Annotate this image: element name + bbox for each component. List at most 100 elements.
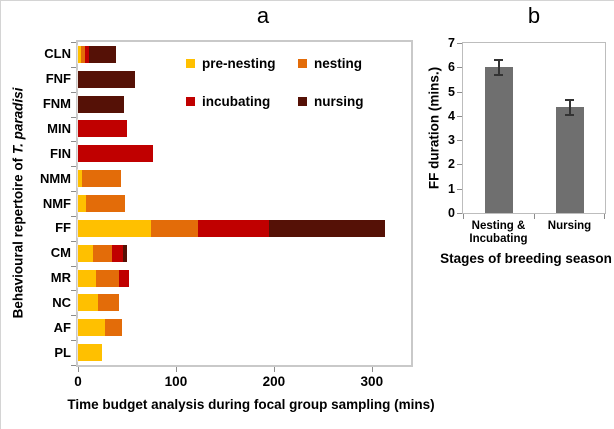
bar-segment-nesting — [80, 45, 85, 63]
legend-label: incubating — [202, 94, 271, 109]
x-axis-tick — [371, 367, 373, 372]
legend-swatch-nesting — [298, 59, 307, 68]
y-axis-tick — [457, 67, 462, 69]
x-tick-label: 100 — [164, 374, 188, 389]
x-axis-tick — [78, 367, 79, 372]
bar-segment-pre-nesting — [78, 294, 98, 312]
bar-segment-nesting — [151, 219, 199, 237]
bar-segment-nesting — [81, 170, 122, 188]
category-label: CLN — [44, 46, 71, 62]
bar-segment-nursing — [268, 219, 385, 237]
category-label: FNM — [42, 96, 71, 112]
bar-segment-nesting — [105, 319, 123, 337]
bar-segment-incubating — [112, 244, 124, 262]
y-tick-label: 6 — [448, 60, 455, 75]
bar-segment-incubating — [84, 45, 89, 63]
bar-segment-nesting — [95, 269, 120, 287]
bar-segment-pre-nesting — [78, 319, 106, 337]
y-tick-label: 3 — [448, 133, 455, 148]
bar-segment-nursing — [78, 95, 125, 113]
y-tick-label: 1 — [448, 181, 455, 196]
bar-segment-incubating — [198, 219, 269, 237]
y-axis-tick — [457, 115, 462, 117]
bar-segment-pre-nesting — [78, 269, 96, 287]
category-label: MIN — [47, 120, 71, 136]
y-tick-label: 7 — [448, 36, 455, 50]
y-axis-tick — [71, 315, 76, 317]
error-bar — [497, 60, 500, 75]
category-label: Nursing — [547, 220, 592, 232]
legend-item-pre-nesting: pre-nesting — [186, 56, 298, 71]
bar-segment-nesting — [92, 244, 113, 262]
y-axis-tick — [71, 91, 76, 93]
error-bar — [568, 100, 571, 115]
category-label: Nesting & Incubating — [469, 220, 528, 245]
panel-a-x-axis-title: Time budget analysis during focal group … — [67, 397, 435, 412]
y-axis-tick — [71, 191, 76, 193]
legend-item-incubating: incubating — [186, 94, 298, 109]
y-axis-tick — [457, 188, 462, 190]
y-tick-label: 0 — [448, 206, 455, 220]
category-label: CM — [50, 245, 71, 261]
legend-label: nesting — [314, 56, 363, 71]
y-axis-tick — [71, 340, 76, 342]
x-axis-tick — [604, 214, 605, 219]
bar-segment-pre-nesting — [78, 45, 81, 63]
category-label: NMF — [42, 195, 71, 211]
bar-segment-incubating — [119, 269, 129, 287]
panel-a-plot-area — [76, 40, 413, 367]
y-axis-tick — [71, 290, 76, 292]
category-label: AF — [53, 319, 71, 335]
error-bar-cap — [494, 73, 503, 76]
error-bar-cap — [494, 59, 503, 61]
legend-swatch-pre-nesting — [186, 59, 195, 68]
x-tick-label: 200 — [262, 374, 286, 389]
y-axis-tick — [71, 166, 76, 168]
y-axis-tick — [71, 365, 76, 366]
x-axis-tick — [273, 367, 275, 372]
bar-segment-nesting — [97, 294, 120, 312]
category-label: NC — [52, 294, 71, 310]
category-label: MR — [50, 270, 71, 286]
x-axis-tick — [175, 367, 177, 372]
bar-segment-pre-nesting — [78, 244, 93, 262]
y-axis-tick — [457, 164, 462, 166]
panel-b-title: b — [527, 3, 541, 28]
category-label: FF — [55, 220, 71, 236]
bar-segment-pre-nesting — [78, 195, 86, 212]
panel-a-title: a — [256, 3, 270, 28]
y-axis-tick — [457, 43, 462, 44]
bar-segment-incubating — [78, 120, 127, 138]
legend-label: nursing — [314, 94, 364, 109]
bar-nursing — [555, 107, 584, 213]
x-axis-tick — [463, 214, 464, 219]
y-axis-tick — [71, 265, 76, 267]
legend-item-nursing: nursing — [298, 94, 364, 109]
legend-item-nesting: nesting — [298, 56, 364, 71]
bar-segment-pre-nesting — [78, 344, 103, 362]
y-axis-tick — [457, 213, 462, 214]
bar-segment-nesting — [85, 195, 125, 212]
x-tick-label: 0 — [74, 374, 82, 389]
x-tick-label: 300 — [360, 374, 384, 389]
y-axis-tick — [71, 42, 76, 43]
y-tick-label: 5 — [448, 84, 455, 99]
legend-label: pre-nesting — [202, 56, 276, 71]
legend-swatch-incubating — [186, 97, 195, 106]
category-label: PL — [54, 344, 71, 360]
y-axis-tick — [457, 140, 462, 142]
category-label: FNF — [45, 71, 71, 87]
y-axis-tick — [71, 240, 76, 242]
legend: pre-nesting nesting incubating nursing — [186, 56, 364, 109]
error-bar-cap — [565, 113, 574, 116]
bar-segment-incubating — [78, 145, 154, 163]
bar-segment-pre-nesting — [78, 219, 152, 237]
bar-segment-nursing — [88, 45, 117, 63]
category-label: NMM — [39, 170, 71, 186]
y-axis-tick — [71, 215, 76, 217]
legend-swatch-nursing — [298, 97, 307, 106]
panel-b-x-axis-title: Stages of breeding season — [440, 251, 612, 266]
y-axis-tick — [457, 91, 462, 93]
error-bar-cap — [565, 99, 574, 102]
bar-segment-nursing — [78, 70, 135, 88]
